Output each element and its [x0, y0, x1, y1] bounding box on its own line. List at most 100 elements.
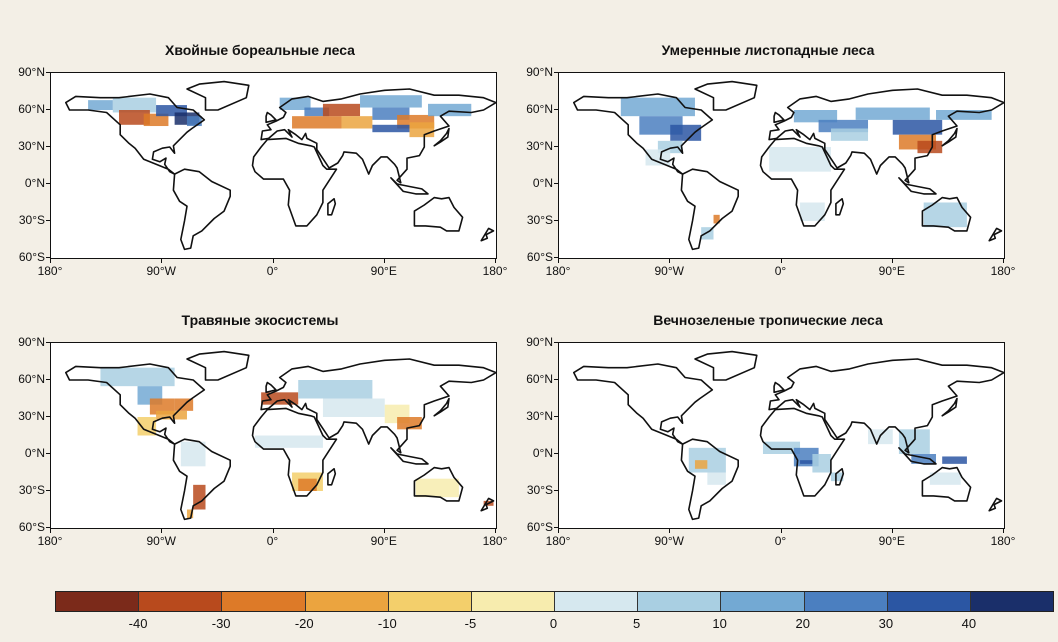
lat-tick: [554, 453, 559, 454]
world-map: [573, 80, 1004, 251]
coastline-madagascar: [835, 198, 845, 216]
lon-tick: [891, 258, 893, 263]
lat-tick-label: 60°N: [18, 102, 45, 116]
coastline-eurasia: [260, 88, 496, 184]
lat-tick: [554, 146, 559, 147]
colorbar-tick-label: -30: [211, 616, 231, 631]
data-patch: [322, 398, 385, 417]
lon-tick: [891, 528, 893, 533]
coastline-africa: [251, 407, 338, 497]
lon-tick: [50, 258, 51, 263]
data-patch: [112, 97, 157, 113]
colorbar-segment: [56, 592, 140, 611]
coastline-eurasia: [768, 88, 1004, 184]
lat-tick: [46, 146, 51, 147]
lat-tick-label: 30°S: [18, 483, 45, 497]
lat-tick: [554, 183, 559, 184]
lat-tick-label: 60°N: [526, 372, 553, 386]
map-panel-tropical-evergreen: Вечнозеленые тропические леса 90°N 60°N 30…: [508, 312, 1028, 602]
lon-tick-label: 90°E: [370, 534, 397, 548]
colorbar: [55, 591, 1054, 612]
colorbar-tick-label: -5: [464, 616, 477, 631]
lat-tick: [554, 72, 559, 73]
colorbar-segment: [139, 592, 223, 611]
coastline-uk: [265, 381, 277, 394]
colorbar-segment: [638, 592, 722, 611]
lat-tick: [554, 109, 559, 110]
coastline-madagascar: [327, 198, 337, 216]
coastline-uk: [773, 111, 785, 124]
lon-tick: [780, 258, 782, 263]
lat-tick: [46, 72, 51, 73]
coastline-samerica: [172, 168, 231, 251]
data-patch: [800, 460, 813, 464]
data-patch: [100, 367, 175, 387]
lat-tick-label: 90°N: [526, 65, 553, 79]
data-patch: [322, 103, 361, 117]
data-patch: [800, 202, 825, 221]
lat-tick-label: 90°N: [18, 335, 45, 349]
coastline-australia: [413, 196, 464, 232]
lat-tick: [46, 453, 51, 454]
lon-tick: [495, 258, 496, 263]
coastline-africa: [251, 137, 338, 227]
lat-tick: [46, 379, 51, 380]
data-patch: [298, 380, 373, 399]
lon-tick: [383, 258, 385, 263]
coastline-namerica: [573, 93, 714, 175]
data-patch: [279, 97, 311, 110]
coastline-australia: [413, 466, 464, 502]
data-patch: [830, 472, 844, 482]
lon-tick: [272, 528, 274, 533]
lon-tick: [1003, 258, 1004, 263]
lat-tick-label: 60°S: [526, 520, 553, 534]
lat-tick: [46, 490, 51, 491]
coastline-africa: [759, 137, 846, 227]
coastline-australia: [921, 466, 972, 502]
panel-title: Хвойные бореальные леса: [165, 42, 355, 58]
lat-tick: [46, 257, 51, 258]
data-patch: [855, 107, 930, 120]
lat-tick-label: 60°S: [18, 250, 45, 264]
lon-tick-label: 90°E: [370, 264, 397, 278]
data-patch: [428, 103, 472, 117]
colorbar-tick-label: 20: [795, 616, 810, 631]
data-patch: [143, 113, 169, 127]
lon-tick-label: 90°W: [654, 264, 684, 278]
colorbar-segment: [804, 592, 888, 611]
lat-tick-label: 30°S: [526, 213, 553, 227]
colorbar-segment: [222, 592, 306, 611]
colorbar-tick-label: 30: [878, 616, 894, 631]
data-patch: [694, 460, 708, 469]
colorbar-segment: [471, 592, 556, 611]
world-map: [65, 350, 496, 521]
lon-tick: [161, 528, 163, 533]
data-patch: [929, 472, 961, 485]
map-area: [50, 72, 497, 259]
coastline-namerica: [573, 363, 714, 445]
panel-title: Травяные экосистемы: [181, 312, 339, 328]
map-panel-boreal: Хвойные бореальные леса 90°N 60°N 30°N 0°N 3…: [0, 42, 520, 332]
data-patch: [372, 124, 410, 133]
lon-tick: [272, 258, 274, 263]
lat-tick: [46, 527, 51, 528]
coastline-madagascar: [835, 468, 845, 486]
coastline-greenland: [694, 80, 758, 111]
lat-tick-label: 90°N: [526, 335, 553, 349]
lat-tick-label: 30°S: [18, 213, 45, 227]
data-patch: [917, 140, 943, 154]
coastline-namerica: [65, 363, 206, 445]
coastline-greenland: [186, 80, 250, 111]
data-patch: [670, 124, 702, 141]
coastline-samerica: [680, 168, 739, 251]
lat-tick: [554, 220, 559, 221]
coastline-japan: [941, 127, 958, 147]
lon-tick: [161, 258, 163, 263]
data-patch: [812, 454, 831, 473]
lat-tick-label: 60°S: [18, 520, 45, 534]
data-patch: [180, 441, 206, 467]
lat-tick-label: 60°N: [18, 372, 45, 386]
coastline-indonesia: [898, 447, 937, 465]
data-patch: [713, 214, 720, 224]
lat-tick: [46, 416, 51, 417]
